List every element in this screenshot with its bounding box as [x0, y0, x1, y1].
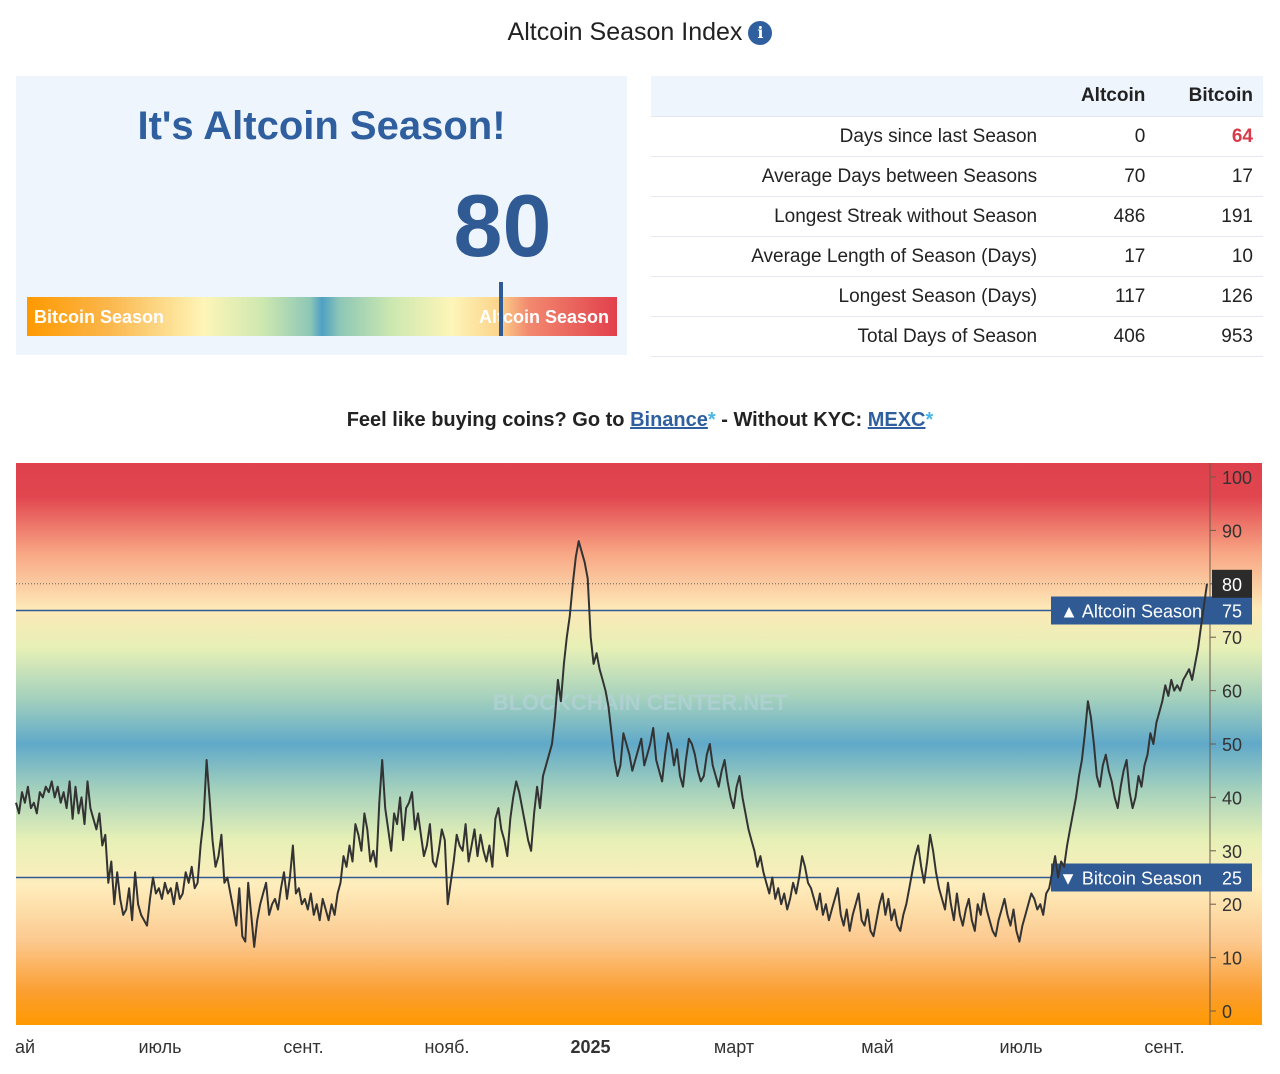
- row-label: Days since last Season: [651, 116, 1064, 157]
- mexc-link[interactable]: MEXC: [867, 409, 926, 431]
- row-label: Average Length of Season (Days): [651, 236, 1064, 277]
- altcoin-value: 70: [1063, 156, 1156, 197]
- gauge-marker: [499, 282, 503, 336]
- chart-watermark: BLOCKCHAIN CENTER.NET: [493, 690, 788, 715]
- x-tick-label: нояб.: [424, 1037, 469, 1057]
- index-value: 80: [453, 176, 552, 275]
- season-headline: It's Altcoin Season!: [137, 104, 506, 148]
- bitcoin-value: 10: [1155, 236, 1263, 277]
- threshold-label: ▲ Altcoin Season: [1060, 602, 1202, 622]
- threshold-label-box: [1051, 596, 1252, 625]
- x-axis-ticks: ай июль сент. нояб. 2025 март май июль сент.: [15, 1037, 1185, 1057]
- page-title: Altcoin Season Index: [507, 18, 743, 46]
- bitcoin-value: 191: [1155, 196, 1263, 237]
- page-title-row: Altcoin Season Index i: [0, 18, 1280, 47]
- y-tick-label: 60: [1222, 682, 1242, 702]
- x-tick-label: март: [714, 1037, 754, 1057]
- promo-text: Feel like buying coins? Go to: [346, 409, 631, 431]
- row-label: Longest Streak without Season: [651, 196, 1064, 237]
- x-tick-label: 2025: [570, 1037, 610, 1057]
- row-label: Longest Season (Days): [651, 276, 1064, 317]
- y-tick-label: 0: [1222, 1002, 1232, 1022]
- bitcoin-value: 126: [1155, 276, 1263, 317]
- promo-line: Feel like buying coins? Go to Binance* -…: [0, 409, 1280, 432]
- bitcoin-value: 64: [1155, 116, 1263, 157]
- threshold-label-box: [1051, 863, 1252, 892]
- bitcoin-value: 953: [1155, 316, 1263, 357]
- x-tick-label: ай: [15, 1037, 35, 1057]
- row-label: Average Days between Seasons: [651, 156, 1064, 197]
- y-tick-label: 90: [1222, 521, 1242, 541]
- column-header-altcoin: Altcoin: [1063, 76, 1156, 117]
- threshold-value: 25: [1222, 869, 1242, 889]
- current-value-box: [1212, 569, 1252, 598]
- mexc-star: *: [925, 409, 934, 431]
- altcoin-season-chart: BLOCKCHAIN CENTER.NET 0 10 20 30 40 50 60 70 80 9…: [15, 463, 1262, 1057]
- table-row: Days since last Season 0 64: [651, 116, 1263, 157]
- x-tick-label: май: [861, 1037, 893, 1057]
- y-tick-label: 30: [1222, 842, 1242, 862]
- binance-link[interactable]: Binance: [630, 409, 708, 431]
- promo-middle-text: - Without KYC:: [715, 409, 868, 431]
- info-circle-icon[interactable]: i: [748, 21, 773, 45]
- season-stats-table: Altcoin Bitcoin Days since last Season 0…: [651, 76, 1263, 357]
- bitcoin-value: 17: [1155, 156, 1263, 197]
- table-row: Average Days between Seasons 70 17: [651, 156, 1263, 197]
- altcoin-value: 486: [1063, 196, 1156, 237]
- x-tick-label: июль: [999, 1037, 1042, 1057]
- current-value-label: 80: [1222, 575, 1242, 595]
- x-tick-label: сент.: [1144, 1037, 1184, 1057]
- y-tick-label: 100: [1222, 468, 1252, 488]
- threshold-value: 75: [1222, 602, 1242, 622]
- threshold-label: ▼ Bitcoin Season: [1059, 869, 1202, 889]
- altcoin-value: 17: [1063, 236, 1156, 277]
- index-series-line: [15, 540, 1208, 948]
- binance-star: *: [707, 409, 716, 431]
- y-tick-label: 10: [1222, 949, 1242, 969]
- season-gauge-bar: [27, 297, 617, 336]
- y-tick-label: 50: [1222, 735, 1242, 755]
- row-label: Total Days of Season: [651, 316, 1064, 357]
- altcoin-value: 406: [1063, 316, 1156, 357]
- gauge-label-bitcoin: Bitcoin Season: [34, 307, 165, 327]
- threshold-lines: ▲ Altcoin Season 75 ▼ Bitcoin Season 25: [16, 596, 1252, 892]
- x-tick-label: июль: [138, 1037, 181, 1057]
- y-tick-label: 20: [1222, 895, 1242, 915]
- y-tick-label: 40: [1222, 788, 1242, 808]
- altcoin-value: 0: [1063, 116, 1156, 157]
- altcoin-value: 117: [1063, 276, 1156, 317]
- column-header-bitcoin: Bitcoin: [1155, 76, 1263, 117]
- y-tick-label: 70: [1222, 628, 1242, 648]
- stats-header-row: Altcoin Bitcoin: [651, 76, 1263, 117]
- gauge-label-altcoin: Altcoin Season: [478, 307, 609, 327]
- table-row: Longest Season (Days) 117 126: [651, 276, 1263, 317]
- table-row: Average Length of Season (Days) 17 10: [651, 236, 1263, 277]
- current-value-tag: 80: [1212, 569, 1252, 598]
- x-tick-label: сент.: [283, 1037, 323, 1057]
- table-row: Total Days of Season 406 953: [651, 316, 1263, 357]
- table-row: Longest Streak without Season 486 191: [651, 196, 1263, 237]
